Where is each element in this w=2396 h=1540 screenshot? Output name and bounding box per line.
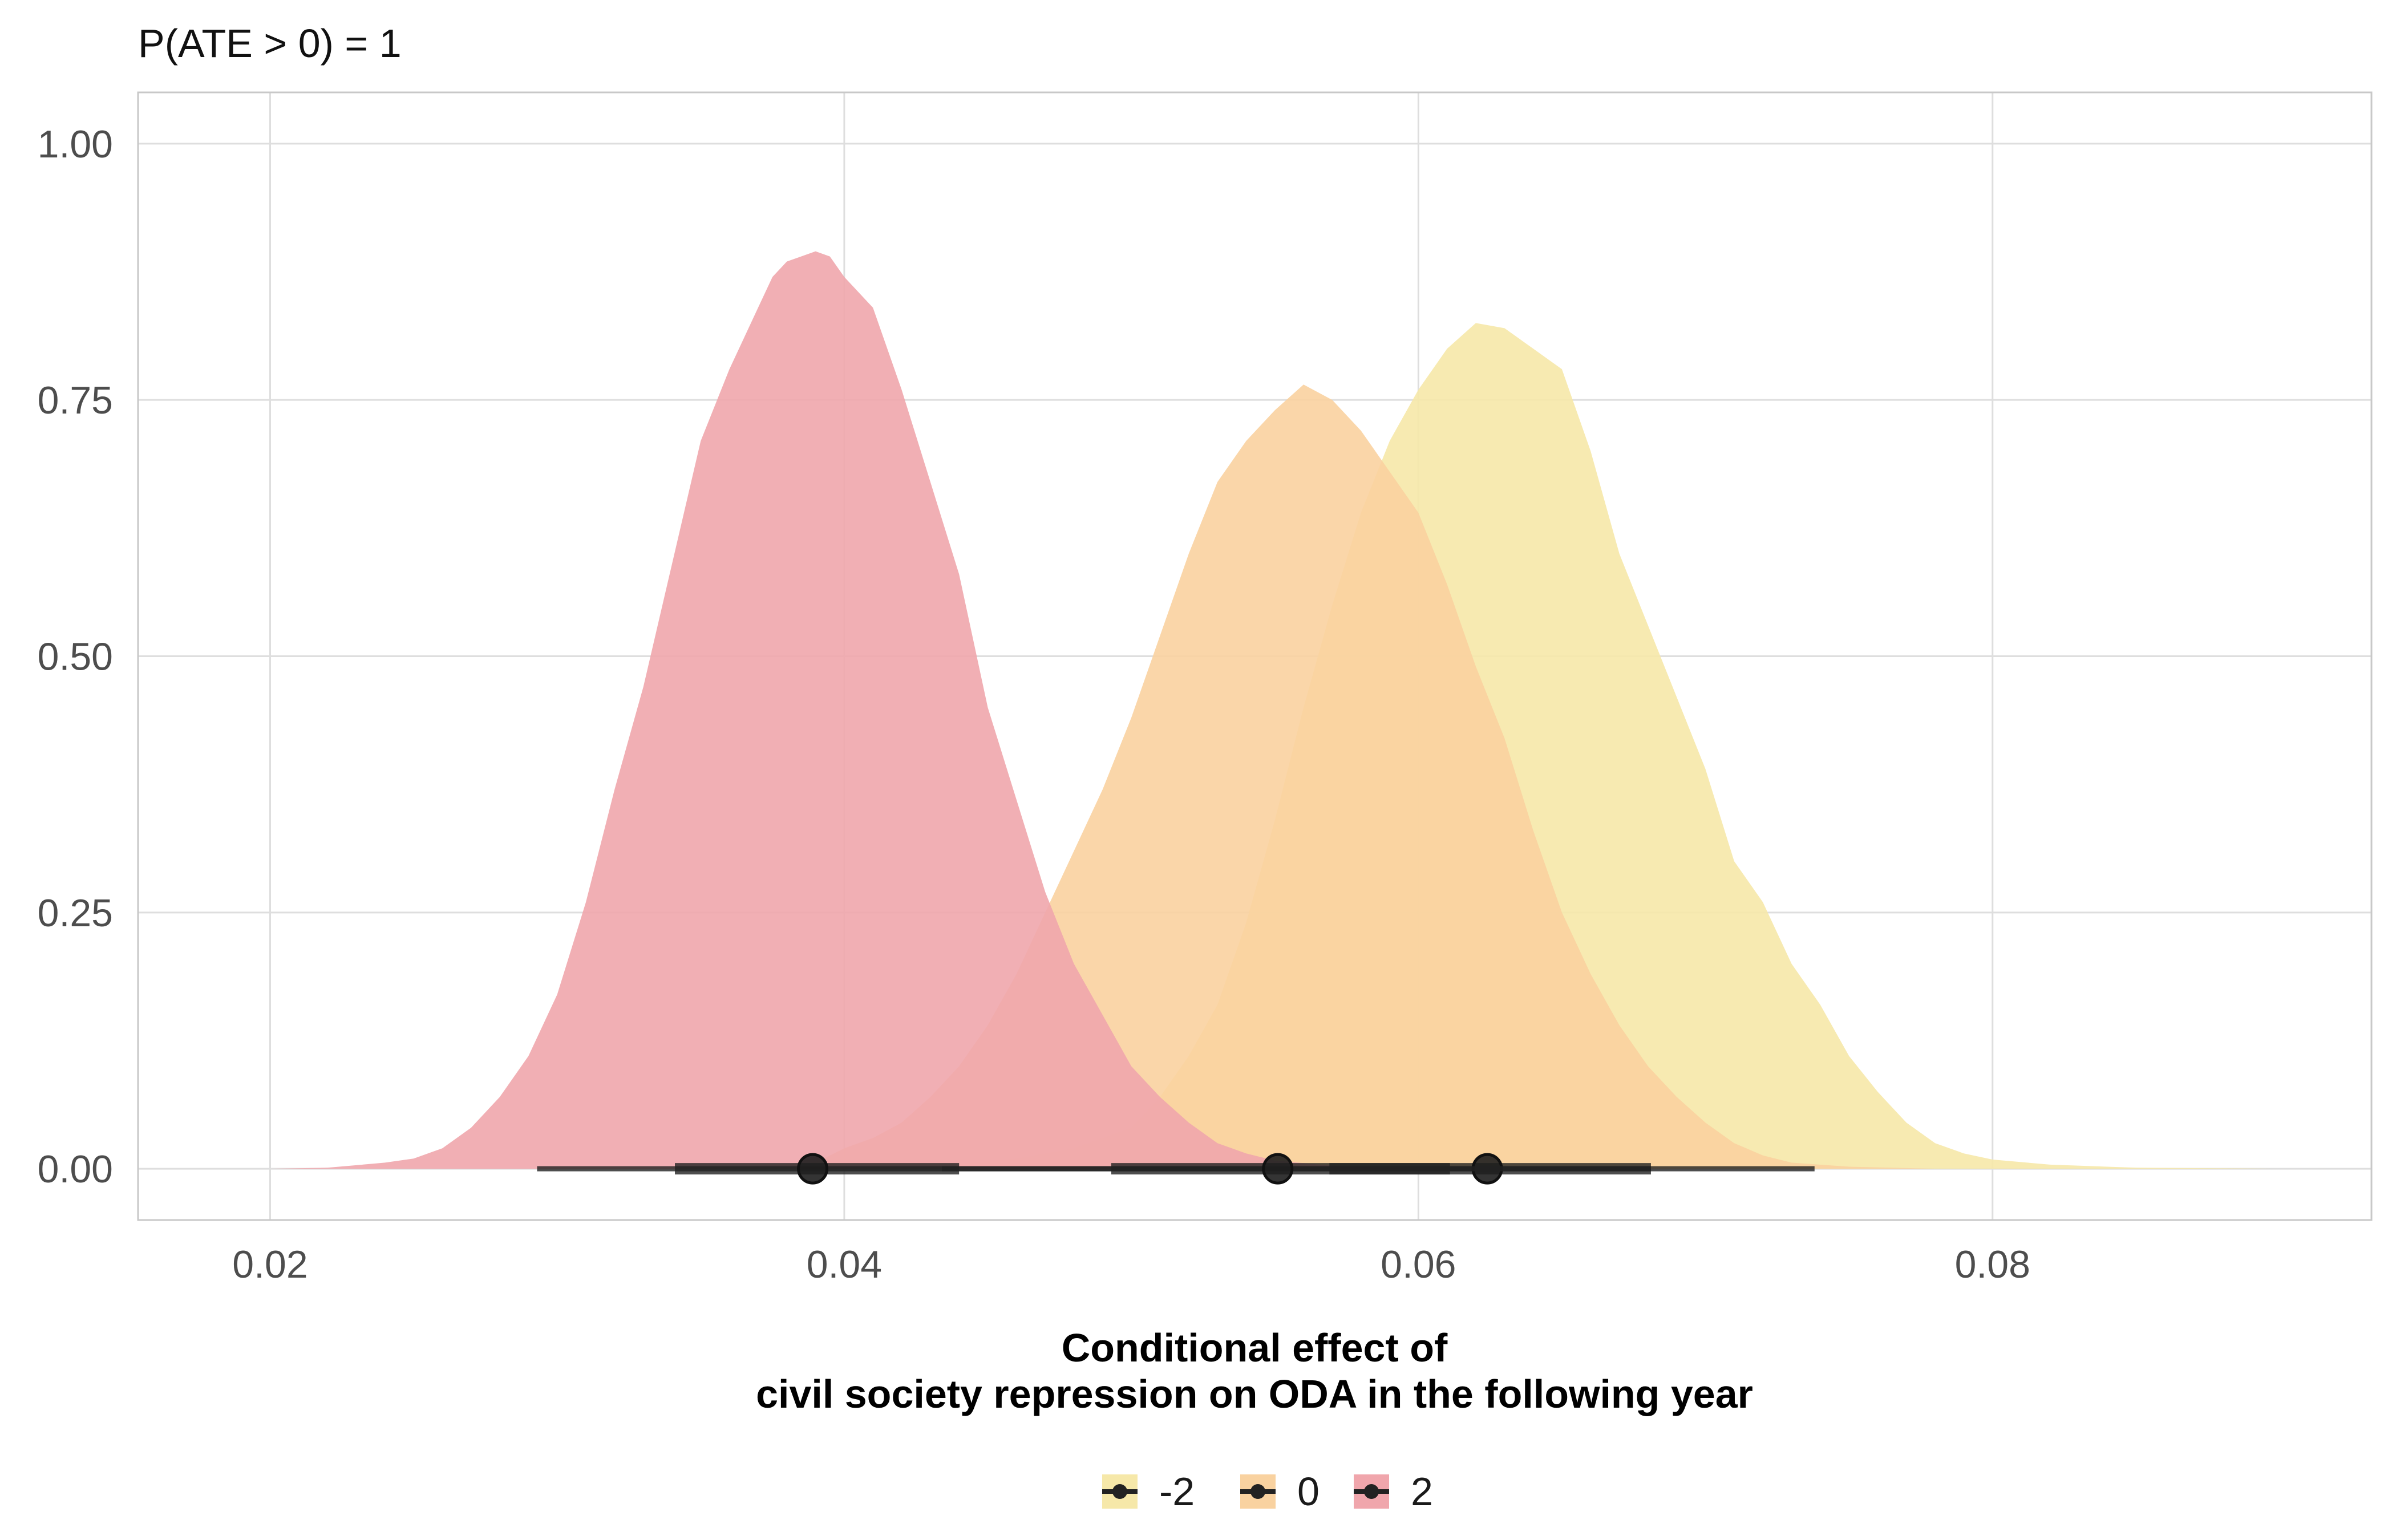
legend-key-point--2: [1112, 1484, 1127, 1499]
x-tick-label: 0.04: [807, 1243, 882, 1286]
x-tick-label: 0.08: [1955, 1243, 2030, 1286]
legend-key-point-2: [1364, 1484, 1379, 1499]
point-estimate-series-2: [797, 1153, 829, 1185]
y-axis-ticks: 0.00 0.25 0.50 0.75 1.00: [38, 123, 113, 1191]
point-estimate-series-0: [1262, 1153, 1294, 1185]
x-axis-title-line-2: civil society repression on ODA in the f…: [756, 1372, 1753, 1416]
x-axis-title-line-1: Conditional effect of: [1062, 1326, 1448, 1370]
chart-subtitle: P(ATE > 0) = 1: [138, 21, 402, 66]
legend-key-point-0: [1250, 1484, 1265, 1499]
y-tick-label: 0.50: [38, 635, 113, 679]
density-area-series-0: [701, 384, 1936, 1169]
y-tick-label: 0.25: [38, 891, 113, 935]
legend: -2 0 2: [1102, 1469, 1433, 1514]
x-tick-label: 0.06: [1381, 1243, 1456, 1286]
density-area-series-2: [270, 251, 1419, 1169]
density-areas: [270, 251, 2280, 1169]
y-tick-label: 1.00: [38, 123, 113, 166]
legend-label-2: 2: [1411, 1469, 1433, 1514]
legend-label-0: 0: [1297, 1469, 1320, 1514]
y-tick-label: 0.75: [38, 379, 113, 422]
plot-panel: [137, 91, 2373, 1221]
y-tick-label: 0.00: [38, 1148, 113, 1191]
x-tick-label: 0.02: [232, 1243, 307, 1286]
x-axis-ticks: 0.02 0.04 0.06 0.08: [232, 1243, 2030, 1286]
legend-label--2: -2: [1159, 1469, 1195, 1514]
interval-bars: [537, 1153, 1815, 1185]
